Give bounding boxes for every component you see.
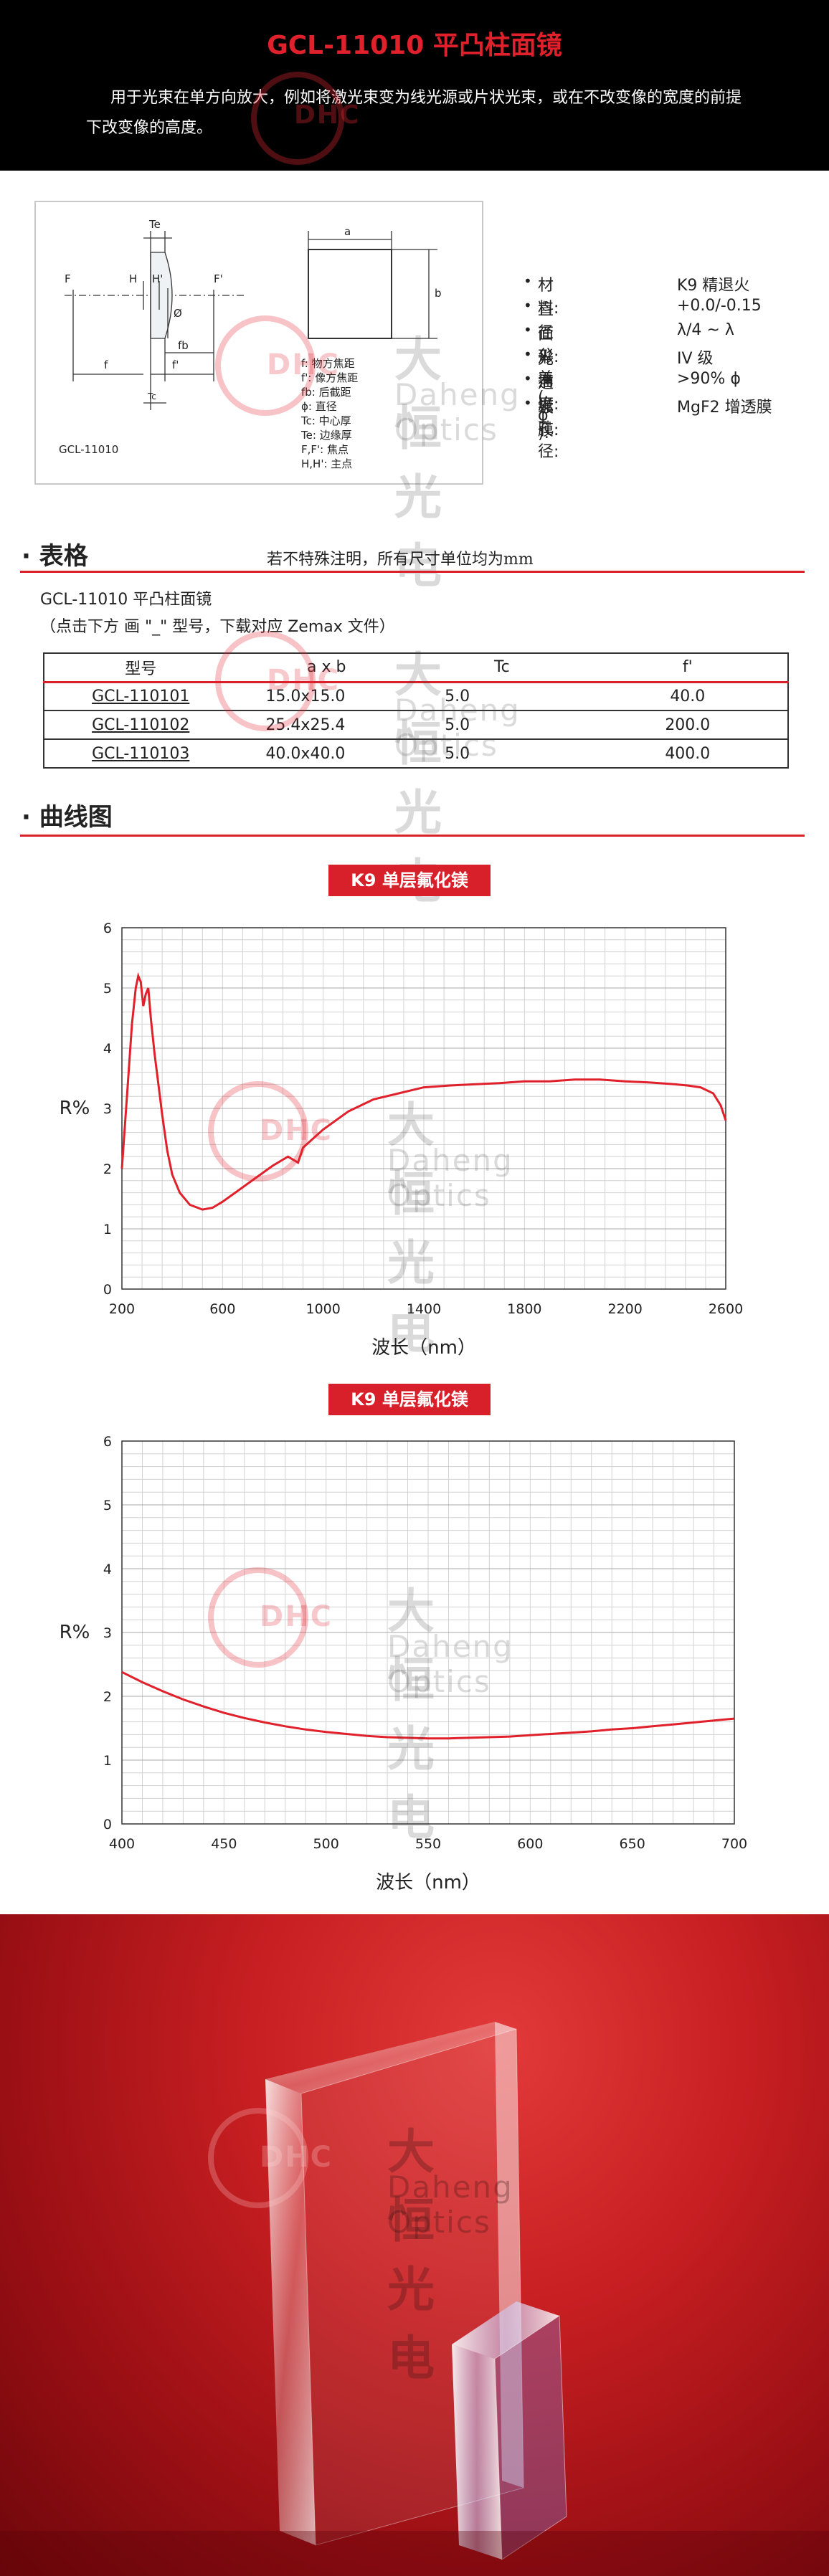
lens-diagram: Te F H H' F' Ø fb f f' Tc a b GCL-11010 … bbox=[34, 201, 483, 485]
label-fb: fb bbox=[178, 339, 189, 352]
diagram-model-label: GCL-11010 bbox=[59, 443, 118, 456]
x-tick-label: 700 bbox=[721, 1836, 747, 1852]
cell-size: 15.0x15.0 bbox=[237, 682, 417, 711]
table-caption: GCL-11010 平凸柱面镜 bbox=[40, 591, 212, 609]
cell-tc: 5.0 bbox=[416, 739, 588, 769]
x-tick-label: 600 bbox=[517, 1836, 543, 1852]
units-note: 若不特殊注明，所有尺寸单位均为mm bbox=[267, 551, 534, 569]
model-link[interactable]: GCL-110101 bbox=[42, 682, 237, 711]
curve-section-title: · 曲线图 bbox=[22, 803, 113, 832]
cell-tc: 5.0 bbox=[416, 710, 588, 740]
y-tick-label: 2 bbox=[103, 1689, 112, 1705]
y-axis-label: R% bbox=[60, 1622, 90, 1643]
label-h-prime: H' bbox=[152, 272, 163, 285]
x-tick-label: 500 bbox=[313, 1836, 339, 1852]
x-tick-label: 600 bbox=[209, 1301, 235, 1317]
plot-frame bbox=[121, 1440, 735, 1825]
y-tick-label: 1 bbox=[103, 1222, 112, 1237]
x-tick-label: 1800 bbox=[507, 1301, 541, 1317]
label-te: Te bbox=[148, 218, 161, 231]
label-f: f bbox=[104, 358, 108, 371]
x-tick-label: 1000 bbox=[305, 1301, 340, 1317]
y-tick-label: 5 bbox=[103, 981, 112, 997]
spec-table: 型号 a x b Tc f' GCL-110101 15.0x15.0 5.0 … bbox=[42, 652, 790, 769]
x-tick-label: 650 bbox=[620, 1836, 645, 1852]
table-section-title: · 表格 bbox=[22, 542, 88, 571]
y-tick-label: 4 bbox=[103, 1041, 112, 1057]
product-photo-svg bbox=[0, 2022, 829, 2576]
svg-text:Te: 边缘厚: Te: 边缘厚 bbox=[300, 429, 352, 442]
table-header-row: 型号 a x b Tc f' bbox=[42, 652, 790, 683]
svg-text:F,F': 焦点: F,F': 焦点 bbox=[301, 443, 349, 456]
label-tc: Tc bbox=[147, 391, 156, 401]
header-banner: GCL-11010 平凸柱面镜 用于光束在单方向放大，例如将激光束变为线光源或片… bbox=[0, 0, 829, 171]
svg-text:f': 像方焦距: f': 像方焦距 bbox=[301, 371, 358, 384]
cell-focal: 400.0 bbox=[587, 739, 790, 769]
label-a: a bbox=[344, 225, 351, 238]
cell-focal: 40.0 bbox=[587, 682, 790, 711]
model-link[interactable]: GCL-110102 bbox=[42, 710, 237, 740]
y-tick-label: 5 bbox=[103, 1498, 112, 1513]
label-f-focal: F bbox=[65, 272, 71, 285]
y-tick-label: 6 bbox=[103, 921, 112, 936]
table-row: GCL-110103 40.0x40.0 5.0 400.0 bbox=[42, 739, 790, 769]
svg-text:ϕ: 直径: ϕ: 直径 bbox=[301, 400, 337, 413]
col-header-focal: f' bbox=[587, 652, 790, 683]
chart1-title: K9 单层氟化镁 bbox=[328, 865, 491, 896]
x-tick-label: 400 bbox=[109, 1836, 135, 1852]
label-f-prime: f' bbox=[172, 358, 179, 371]
curve-section-divider bbox=[20, 835, 805, 837]
page-title: GCL-11010 平凸柱面镜 bbox=[267, 31, 562, 60]
chart2-title: K9 单层氟化镁 bbox=[328, 1384, 491, 1415]
series-line-reflectance bbox=[121, 1670, 735, 1740]
svg-text:Tc: 中心厚: Tc: 中心厚 bbox=[300, 414, 351, 427]
col-header-tc: Tc bbox=[416, 652, 588, 683]
x-axis-label: 波长（nm） bbox=[376, 1872, 480, 1893]
label-f-prime-focal: F' bbox=[214, 272, 223, 285]
table-section-divider bbox=[20, 571, 805, 573]
svg-text:f: 物方焦距: f: 物方焦距 bbox=[301, 357, 355, 370]
cell-size: 25.4x25.4 bbox=[237, 710, 417, 740]
series-line-reflectance bbox=[120, 972, 727, 1211]
y-axis-label: R% bbox=[60, 1098, 90, 1119]
label-h: H bbox=[129, 272, 137, 285]
cell-focal: 200.0 bbox=[587, 710, 790, 740]
col-header-size: a x b bbox=[237, 652, 417, 683]
x-tick-label: 200 bbox=[109, 1301, 135, 1317]
x-tick-label: 550 bbox=[415, 1836, 441, 1852]
y-tick-label: 0 bbox=[103, 1817, 112, 1833]
x-tick-label: 2600 bbox=[709, 1301, 743, 1317]
chart1-reflectance-broadband: 200 600 1000 1400 1800 2200 2600 0 1 2 3 4 5 6 波长（nm） R… bbox=[60, 921, 744, 1359]
x-tick-label: 450 bbox=[211, 1836, 237, 1852]
cell-tc: 5.0 bbox=[416, 682, 588, 711]
table-download-hint: （点击下方 画 "_" 型号，下载对应 Zemax 文件） bbox=[40, 618, 395, 636]
product-photo: DHC 大恒光电 Daheng Optics bbox=[0, 1914, 829, 2576]
svg-text:H,H': 主点: H,H': 主点 bbox=[301, 457, 352, 470]
svg-text:fb: 后截距: fb: 后截距 bbox=[301, 386, 351, 399]
x-axis-label: 波长（nm） bbox=[371, 1337, 476, 1359]
chart2-reflectance-visible: 400 450 500 550 600 650 700 0 1 2 3 4 5 6 波长（nm） R% bbox=[60, 1434, 748, 1893]
label-diameter: Ø bbox=[174, 307, 182, 320]
plot-frame bbox=[121, 927, 726, 1290]
intro-text: 用于光束在单方向放大，例如将激光束变为线光源或片状光束，或在不改变像的宽度的前提… bbox=[86, 89, 742, 137]
y-tick-label: 3 bbox=[103, 1101, 112, 1117]
table-row: GCL-110102 25.4x25.4 5.0 200.0 bbox=[42, 710, 790, 740]
col-header-model: 型号 bbox=[42, 652, 237, 683]
x-tick-label: 1400 bbox=[407, 1301, 441, 1317]
y-tick-label: 3 bbox=[103, 1625, 112, 1641]
diagram-legend: f: 物方焦距 f': 像方焦距 fb: 后截距 ϕ: 直径 Tc: 中心厚 T… bbox=[300, 357, 358, 470]
cell-size: 40.0x40.0 bbox=[237, 739, 417, 769]
y-tick-label: 2 bbox=[103, 1161, 112, 1177]
label-b: b bbox=[435, 287, 442, 300]
table-row: GCL-110101 15.0x15.0 5.0 40.0 bbox=[42, 682, 790, 711]
model-link[interactable]: GCL-110103 bbox=[42, 739, 237, 769]
y-tick-label: 1 bbox=[103, 1753, 112, 1769]
x-tick-label: 2200 bbox=[607, 1301, 642, 1317]
lens-diagram-svg: Te F H H' F' Ø fb f f' Tc a b GCL-11010 … bbox=[59, 218, 442, 470]
y-tick-label: 0 bbox=[103, 1282, 112, 1298]
y-tick-label: 4 bbox=[103, 1562, 112, 1577]
y-tick-label: 6 bbox=[103, 1434, 112, 1450]
